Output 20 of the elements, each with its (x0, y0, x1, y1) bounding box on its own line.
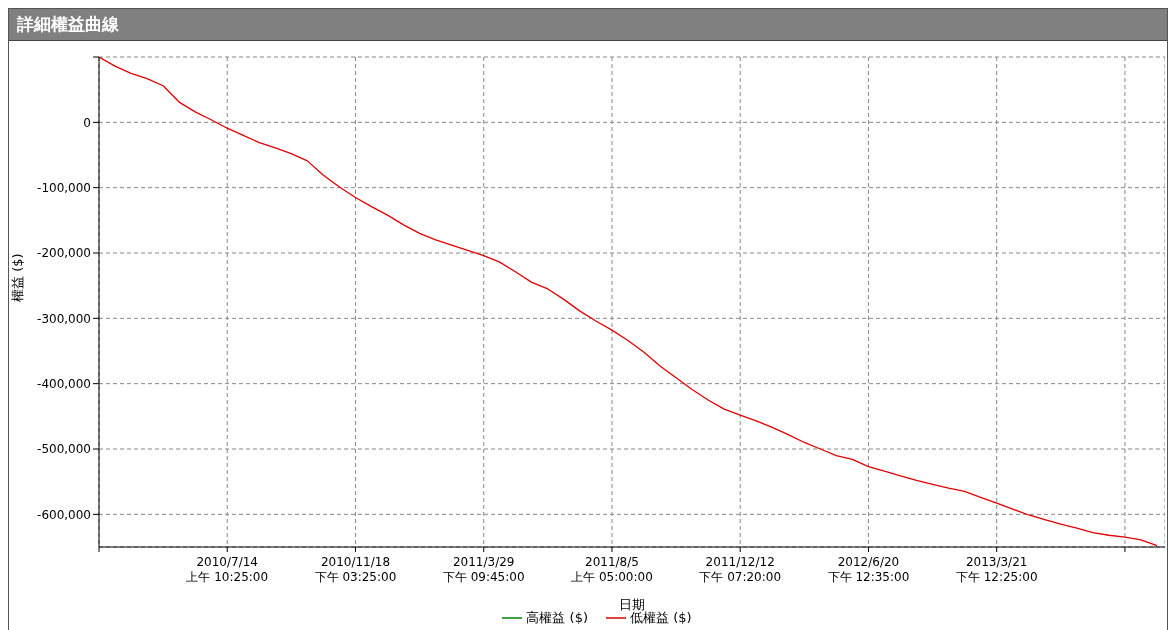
x-tick-label: 2011/3/29 下午 09:45:00 (442, 555, 525, 584)
y-tick-label: -100,000 (37, 180, 91, 195)
y-tick-label: -300,000 (37, 311, 91, 326)
x-tick-label: 2012/6/20 下午 12:35:00 (827, 555, 910, 584)
y-tick-label: -200,000 (37, 246, 91, 261)
legend-label: 低權益 ($) (629, 610, 692, 627)
y-tick-label: -400,000 (37, 376, 91, 391)
chart-title: 詳細權益曲線 (9, 9, 1167, 41)
y-axis-title: 權益 ($) (9, 253, 25, 302)
x-tick-label: 2010/11/18 下午 03:25:00 (314, 555, 397, 584)
x-tick-label: 2011/12/12 下午 07:20:00 (699, 555, 782, 584)
x-tick-label: 2011/8/5 上午 05:00:00 (571, 555, 653, 584)
x-axis-title: 日期 (619, 597, 645, 612)
y-tick-label: -500,000 (37, 442, 91, 457)
line-series (99, 57, 1158, 547)
y-tick-label: -600,000 (37, 507, 91, 522)
x-tick-label: 2013/3/21 下午 12:25:00 (955, 555, 1038, 584)
x-tick-label: 2010/7/14 上午 10:25:00 (186, 555, 269, 584)
y-tick-label: 0 (83, 115, 91, 130)
legend-label: 高權益 ($) (525, 609, 588, 627)
